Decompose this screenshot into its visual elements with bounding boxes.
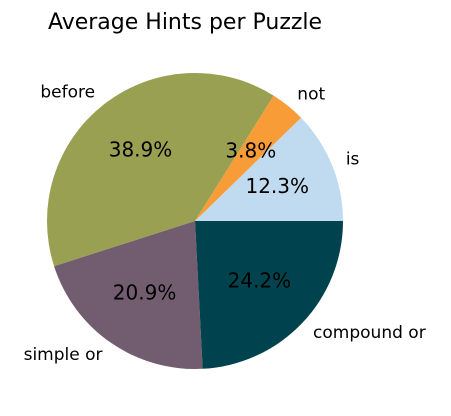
chart-title: Average Hints per Puzzle (48, 10, 322, 35)
slice-labels: is not before simple or compound or (24, 82, 426, 365)
slice-label-not: not (297, 84, 325, 104)
pie-slice-compound-or (195, 221, 343, 369)
pct-label-before: 38.9% (109, 137, 173, 161)
pie-slice-simple-or (54, 221, 203, 369)
slice-label-simple-or: simple or (24, 345, 103, 365)
pie-slice-not (195, 95, 302, 221)
percentage-labels: 12.3% 3.8% 38.9% 20.9% 24.2% (109, 137, 309, 304)
pie-slice-before (47, 73, 274, 267)
pie-slice-is (195, 117, 343, 221)
slice-label-is: is (346, 150, 360, 170)
pct-label-compound-or: 24.2% (228, 269, 292, 293)
pie-slices (47, 73, 343, 369)
pct-label-is: 12.3% (245, 174, 309, 198)
pct-label-not: 3.8% (225, 138, 276, 162)
slice-label-compound-or: compound or (313, 323, 426, 343)
slice-label-before: before (40, 82, 95, 102)
pct-label-simple-or: 20.9% (113, 281, 177, 305)
